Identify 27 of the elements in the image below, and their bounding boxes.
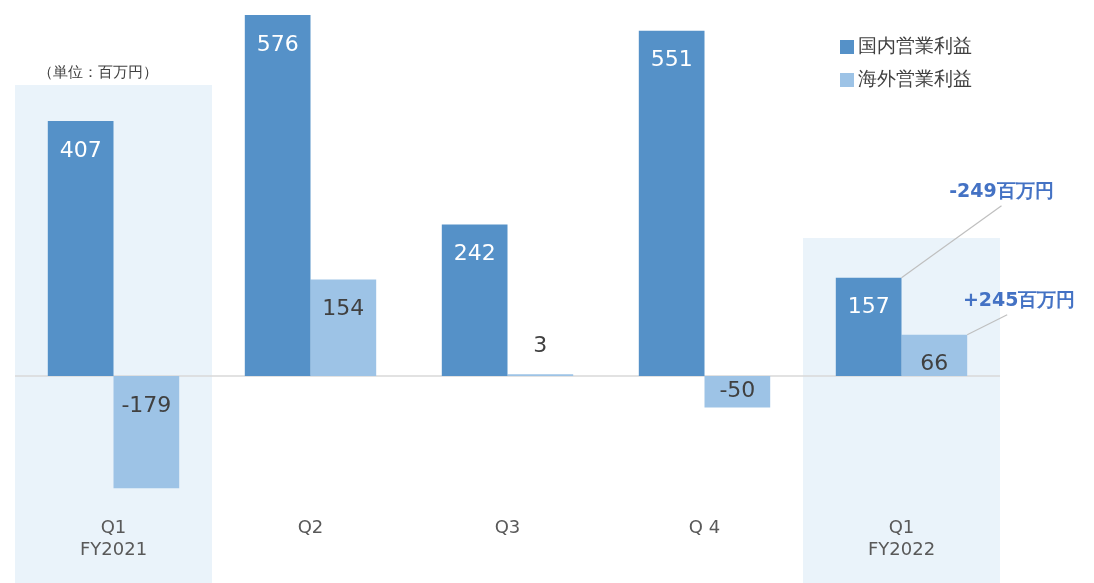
annotation: （単位：百万円） [38,62,158,81]
annotation: -249百万円 [949,178,1054,201]
data-label: 154 [322,295,365,321]
data-label: 551 [650,46,693,72]
data-label: 157 [847,293,890,319]
bar [441,224,508,377]
data-label: -179 [121,391,172,417]
x-tick-label: Q2 [297,516,324,538]
x-tick-label: Q1 FY2022 [867,516,936,559]
bar [113,376,180,489]
x-tick-label: Q1 FY2021 [79,516,148,559]
annotation: +245百万円 [962,287,1076,310]
data-label: 576 [256,30,299,56]
data-label: 242 [453,240,496,266]
data-label: 3 [533,331,548,357]
bar [835,277,902,377]
bar [47,120,114,377]
legend-label: 海外営業利益 [858,66,972,89]
data-label: 66 [920,350,949,376]
x-tick-label: Q 4 [688,516,721,538]
x-tick-label: Q3 [494,516,521,538]
bar [638,30,705,377]
data-label: 407 [59,136,102,162]
bar [310,279,377,377]
legend-label: 国内営業利益 [858,33,972,56]
data-label: -50 [719,377,756,403]
bar [244,15,311,377]
